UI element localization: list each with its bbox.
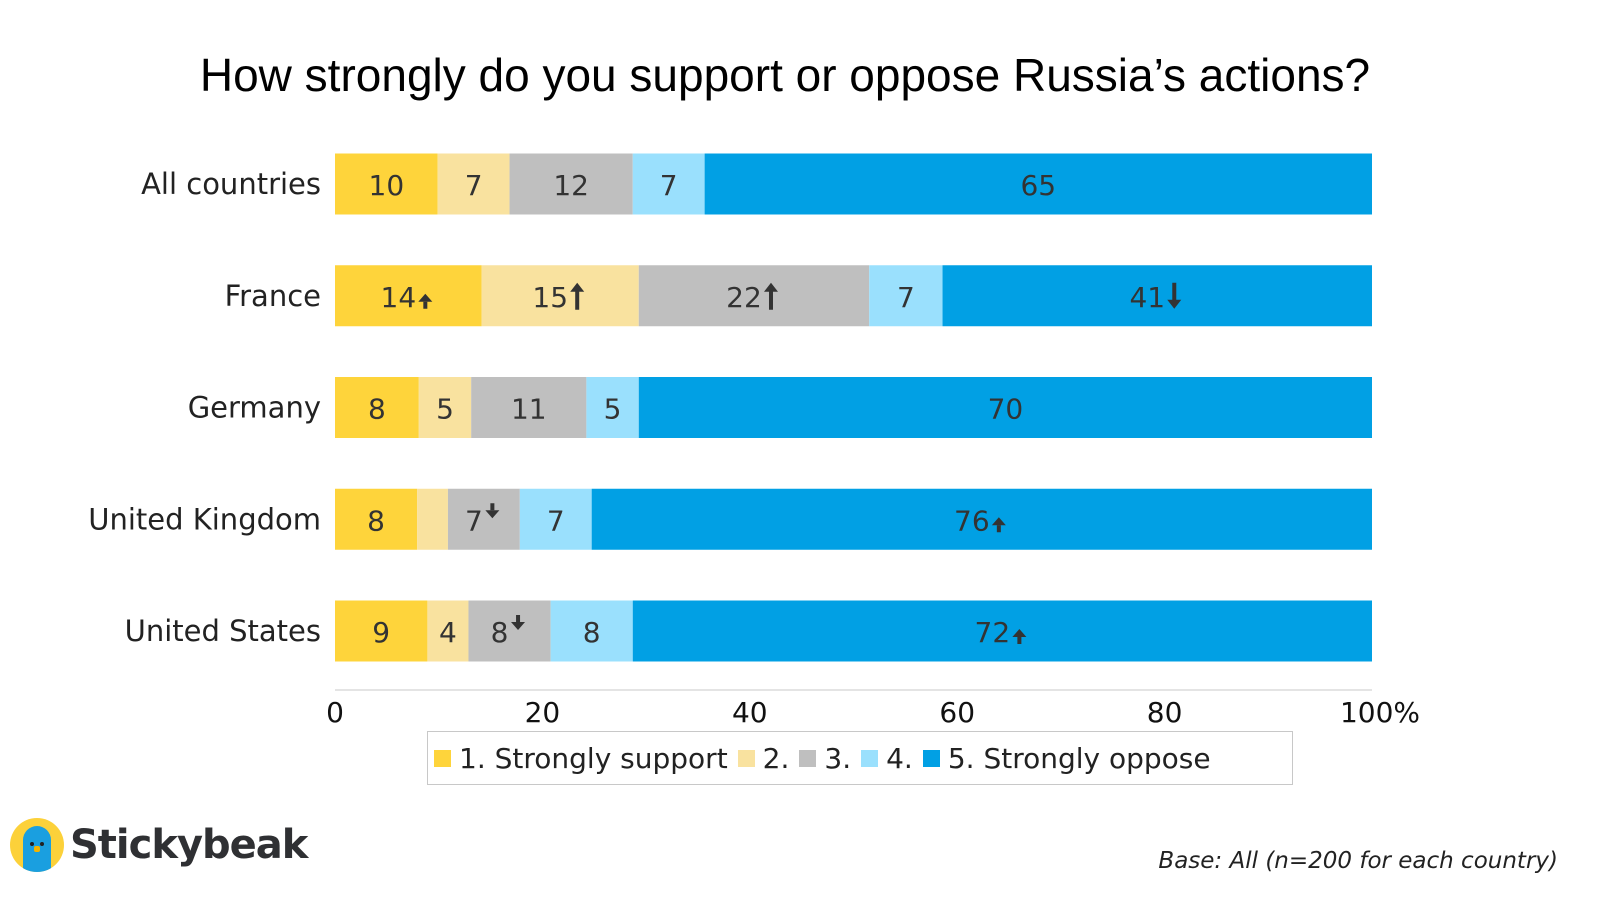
bar-segment — [335, 600, 428, 662]
change-up-arrow-icon — [570, 282, 585, 310]
legend-label: 1. Strongly support — [459, 741, 728, 775]
bar-segment — [638, 265, 870, 327]
bird-logo-icon — [10, 818, 64, 872]
x-tick-label: 60 — [939, 696, 975, 729]
legend-label: 4. — [886, 741, 913, 775]
data-label: 7 — [660, 169, 678, 202]
base-note: Base: All (n=200 for each country) — [1158, 848, 1558, 874]
category-label: United States — [125, 614, 321, 648]
bar-segment — [468, 600, 551, 662]
x-axis-ticks: 0 20 40 60 80 100% — [326, 696, 1420, 729]
bar-segment — [335, 488, 418, 550]
data-label: 10 — [369, 169, 405, 202]
data-label: 7 — [465, 504, 483, 537]
bar-segment — [418, 377, 472, 438]
data-label: 65 — [1020, 169, 1056, 202]
stickybeak-logo: Stickybeak — [10, 818, 308, 872]
x-tick-label: 0 — [326, 696, 344, 729]
category-label: United Kingdom — [88, 502, 321, 536]
change-up-arrow-icon — [763, 282, 778, 310]
data-label: 15 — [532, 281, 568, 314]
x-tick-label: 40 — [732, 696, 768, 729]
change-up-arrow-icon — [418, 293, 433, 309]
bar-segment — [447, 488, 520, 550]
data-label: 14 — [381, 281, 417, 314]
data-label: 22 — [726, 281, 762, 314]
data-label: 76 — [954, 504, 990, 537]
data-label: 11 — [511, 393, 547, 426]
legend-swatch — [861, 749, 879, 767]
bar-segment — [638, 377, 1372, 438]
data-label: 8 — [583, 616, 601, 649]
legend-label: 2. — [762, 741, 790, 775]
data-label: 7 — [465, 169, 483, 202]
bar-segment — [632, 600, 1372, 662]
bar-segment — [437, 153, 510, 215]
data-label: 4 — [439, 616, 457, 649]
legend-item: 2. — [737, 741, 790, 775]
data-label: 72 — [975, 616, 1011, 649]
legend-item: 3. — [799, 742, 851, 775]
data-label: 7 — [897, 281, 915, 314]
bar-segment — [632, 153, 705, 215]
legend-item: 1. Strongly support — [434, 742, 728, 775]
legend-swatch — [922, 749, 940, 767]
data-label: 9 — [372, 616, 390, 649]
bar-segment — [471, 377, 587, 438]
brand-name: Stickybeak — [70, 822, 308, 868]
change-up-arrow-icon — [991, 517, 1006, 533]
x-tick-label: 20 — [525, 696, 561, 729]
data-label: 5 — [604, 393, 622, 426]
legend-swatch — [434, 749, 451, 767]
data-label: 41 — [1129, 281, 1165, 314]
data-label: 8 — [367, 504, 385, 537]
bar-segment — [869, 265, 943, 327]
chart-title: How strongly do you support or oppose Ru… — [199, 49, 1371, 101]
category-label: Germany — [188, 391, 321, 425]
x-tick-label: 80 — [1147, 696, 1183, 729]
legend-item: 5. Strongly oppose — [922, 741, 1211, 775]
legend-swatch — [737, 749, 755, 767]
legend-label: 3. — [824, 741, 852, 775]
data-label: 7 — [547, 504, 565, 537]
x-tick-label: 100% — [1340, 696, 1420, 729]
bar-segment — [704, 153, 1372, 215]
change-down-arrow-icon — [1167, 282, 1182, 309]
legend-label: 5. Strongly oppose — [947, 741, 1211, 775]
bar-segment — [427, 600, 469, 662]
bar-segment — [335, 265, 482, 327]
bar-segment — [335, 377, 419, 438]
category-label: All countries — [141, 167, 321, 201]
bar-segment — [591, 488, 1372, 550]
change-down-arrow-icon — [511, 615, 526, 630]
change-down-arrow-icon — [485, 503, 500, 519]
data-label: 8 — [491, 616, 509, 649]
legend-item: 4. — [861, 742, 913, 775]
bar-segment — [417, 488, 448, 550]
data-label: 12 — [553, 169, 589, 202]
category-label: France — [225, 279, 321, 313]
bar-segment — [509, 153, 633, 215]
legend: 1. Strongly support 2. 3. 4. 5. Strongly opp… — [427, 731, 1293, 785]
bar-segment — [942, 265, 1372, 327]
legend-swatch — [799, 749, 817, 767]
data-label: 8 — [368, 393, 386, 426]
bar-segment — [519, 488, 592, 550]
change-up-arrow-icon — [1012, 629, 1027, 644]
bar-segment — [586, 377, 639, 438]
data-label: 5 — [436, 393, 454, 426]
bar-segment — [481, 265, 639, 327]
data-label: 70 — [988, 393, 1024, 426]
bar-segment — [550, 600, 633, 662]
bar-segment — [335, 153, 438, 215]
